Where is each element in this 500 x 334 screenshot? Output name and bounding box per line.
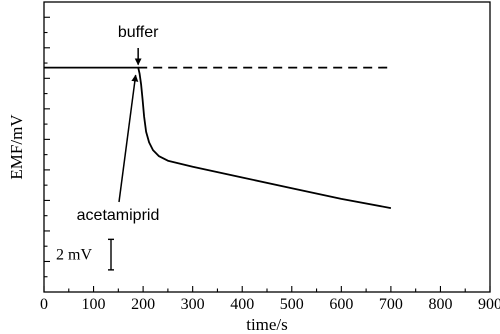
acetamiprid-annotation-label: acetamiprid xyxy=(77,207,160,224)
x-tick-label: 700 xyxy=(379,296,403,313)
scale-bar-label: 2 mV xyxy=(56,247,92,264)
x-tick-label: 900 xyxy=(478,296,500,313)
data-series xyxy=(44,66,392,209)
x-axis-title: time/s xyxy=(246,315,288,334)
y-axis-title: EMF/mV xyxy=(7,114,26,180)
x-axis-ticks: 0 100 200 300 400 500 600 700 800 900 xyxy=(40,286,500,313)
x-tick-label: 200 xyxy=(131,296,155,313)
annotations: buffer acetamiprid xyxy=(77,24,160,224)
x-tick-label: 100 xyxy=(82,296,106,313)
x-tick-label: 400 xyxy=(230,296,254,313)
scale-bar: 2 mV xyxy=(56,238,114,271)
emf-response-line xyxy=(44,66,392,209)
x-tick-label: 300 xyxy=(181,296,205,313)
x-tick-label: 600 xyxy=(329,296,353,313)
acetamiprid-arrow xyxy=(118,74,139,203)
x-tick-label: 800 xyxy=(428,296,452,313)
buffer-annotation-label: buffer xyxy=(118,24,159,41)
y-axis-ticks xyxy=(44,16,50,278)
x-tick-label: 0 xyxy=(40,296,48,313)
x-tick-label: 500 xyxy=(280,296,304,313)
